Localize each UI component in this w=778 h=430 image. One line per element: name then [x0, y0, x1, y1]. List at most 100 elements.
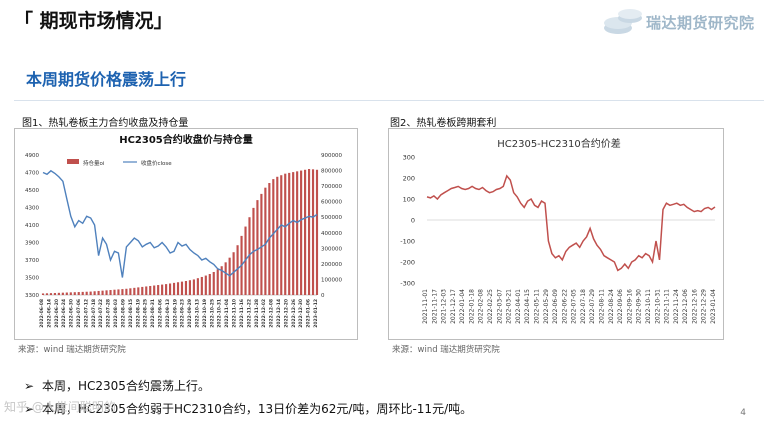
- y-tick-label: -300: [400, 280, 415, 288]
- figure2-chart: HC2305-HC2310合约价差 300 200 100 0 -100 -200 -300 2…: [400, 137, 717, 324]
- page-title: 「 期现市场情况」: [14, 10, 173, 32]
- oi-bar: [141, 286, 144, 295]
- page-number: 4: [740, 408, 746, 418]
- oi-bar: [105, 290, 108, 295]
- x-tick-label: 2021-12-17: [450, 289, 457, 324]
- oi-bar: [81, 291, 84, 295]
- oi-bar: [272, 179, 275, 295]
- oi-bar: [129, 288, 132, 295]
- oi-bar: [157, 285, 160, 295]
- figure2-chart-frame: HC2305-HC2310合约价差 300 200 100 0 -100 -200 -300 2…: [388, 128, 724, 340]
- x-tick-label: 2022-11-10: [232, 299, 238, 328]
- section-subtitle: 本周期货价格震荡上行: [26, 70, 187, 89]
- figure1-source: 来源：wind 瑞达期货研究院: [18, 345, 126, 355]
- y-tick-label-right: 200000: [321, 262, 342, 268]
- oi-bar: [188, 280, 192, 295]
- divider: [14, 100, 764, 101]
- figure1-chart-frame: HC2305合约收盘价与持仓量 持仓量oi 收盘价close 4900 4700 4500…: [14, 128, 358, 340]
- x-tick-label: 2022-06-22: [561, 289, 568, 324]
- y-tick-label-right: 700000: [321, 184, 342, 190]
- oi-bar: [113, 289, 116, 295]
- oi-bar: [180, 281, 184, 295]
- x-tick-label: 2022-10-11: [645, 289, 652, 324]
- x-tick-label: 2022-08-24: [608, 289, 615, 324]
- x-tick-label: 2022-12-02: [261, 299, 267, 328]
- x-tick-label: 2022-01-04: [459, 289, 466, 324]
- y-tick-label-right: 600000: [321, 200, 342, 206]
- oi-bar: [85, 291, 88, 295]
- oi-bar: [296, 171, 299, 295]
- y-tick-label-left: 3900: [25, 241, 39, 247]
- figure1-caption: 图1、热轧卷板主力合约收盘及持仓量: [22, 118, 189, 129]
- oi-bar: [77, 292, 80, 295]
- oi-bar: [97, 290, 100, 295]
- spread-line: [426, 174, 716, 272]
- x-tick-label: 2022-10-13: [195, 299, 201, 328]
- oi-bar: [65, 292, 68, 295]
- oi-bar: [49, 293, 53, 295]
- y-tick-label: 200: [403, 175, 415, 183]
- x-tick-label: 2022-03-21: [506, 289, 513, 324]
- y-tick-label-left: 4700: [25, 171, 39, 177]
- oi-bar: [284, 173, 287, 295]
- y-tick-label-left: 3500: [25, 276, 39, 282]
- arrow-bullet-icon: ➢: [24, 402, 35, 416]
- oi-bar: [165, 284, 168, 295]
- logo-text: 瑞达期货研究院: [646, 14, 755, 32]
- x-tick-label: 2022-08-31: [150, 299, 156, 328]
- bullet-item: ➢ 本周，HC2305合约震荡上行。: [24, 377, 210, 394]
- oi-bar: [89, 291, 92, 295]
- x-tick-label: 2022-02-08: [478, 289, 485, 324]
- x-tick-label: 2022-05-29: [543, 289, 550, 324]
- oi-bar: [256, 200, 259, 295]
- y-tick-label-right: 400000: [321, 231, 342, 237]
- oi-bar: [276, 176, 279, 295]
- oi-bar: [307, 169, 311, 295]
- x-tick-label: 2022-07-05: [571, 289, 578, 324]
- x-tick-label: 2021-11-01: [422, 289, 429, 324]
- oi-bar: [292, 172, 295, 295]
- oi-bar: [220, 266, 223, 295]
- legend-label-close: 收盘价close: [141, 159, 172, 167]
- y-tick-label-left: 3700: [25, 258, 39, 264]
- oi-bar: [69, 292, 72, 295]
- x-tick-label: 2022-08-09: [120, 299, 126, 328]
- x-tick-label: 2022-04-15: [524, 289, 531, 324]
- oi-bar: [93, 291, 96, 295]
- x-tick-label: 2022-05-11: [533, 289, 540, 324]
- y-tick-label-left: 4300: [25, 206, 39, 212]
- x-tick-label: 2022-08-19: [135, 299, 141, 328]
- coin-stack-icon: [604, 9, 642, 34]
- x-tick-label: 2022-07-18: [91, 299, 97, 328]
- oi-bar: [57, 292, 60, 295]
- y-tick-label-right: 500000: [321, 215, 342, 221]
- y-tick-label: -200: [400, 259, 415, 267]
- x-tick-label: 2022-09-29: [187, 299, 193, 328]
- x-tick-label: 2022-11-04: [224, 299, 230, 328]
- oi-bar: [264, 187, 267, 295]
- x-tick-label: 2022-08-11: [599, 289, 606, 324]
- x-tick-label: 2022-09-06: [157, 299, 163, 328]
- oi-bar: [315, 169, 319, 295]
- oi-bar: [101, 290, 104, 295]
- close-price-line: [42, 169, 318, 278]
- x-tick-label: 2022-07-12: [83, 299, 89, 328]
- x-tick-label: 2022-11-16: [239, 299, 245, 328]
- oi-bar: [300, 170, 303, 295]
- y-tick-label-left: 4100: [25, 223, 39, 229]
- oi-bar: [212, 271, 215, 295]
- oi-bar: [288, 172, 291, 295]
- y-tick-label-left: 4500: [25, 188, 39, 194]
- x-tick-label: 2022-10-31: [217, 299, 223, 328]
- x-tick-label: 2022-10-31: [654, 289, 661, 324]
- oi-bar: [176, 282, 180, 295]
- x-tick-label: 2022-12-16: [691, 289, 698, 324]
- x-tick-label: 2022-07-18: [580, 289, 587, 324]
- oi-bar: [200, 276, 203, 295]
- y-tick-label: 300: [403, 154, 415, 162]
- x-tick-label: 2022-07-29: [589, 289, 596, 324]
- x-tick-label: 2022-11-22: [246, 299, 252, 328]
- bullet-item: ➢ 本周，HC2305合约弱于HC2310合约，13日价差为62元/吨，周环比-1…: [24, 400, 472, 417]
- x-tick-label: 2022-07-22: [98, 299, 104, 328]
- oi-bar: [196, 278, 199, 295]
